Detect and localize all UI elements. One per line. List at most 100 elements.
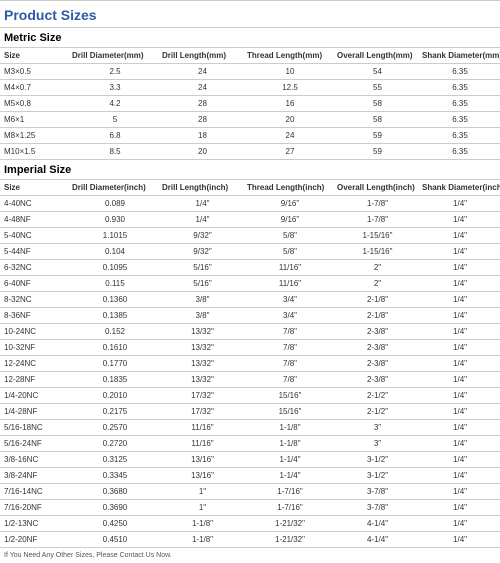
table-cell: 1/4"	[420, 388, 500, 404]
column-header: Overall Length(mm)	[335, 48, 420, 64]
table-cell: 7/16-20NF	[0, 500, 70, 516]
table-cell: 1/4"	[420, 228, 500, 244]
table-cell: 1/4-20NC	[0, 388, 70, 404]
table-cell: 15/16"	[245, 388, 335, 404]
table-cell: 2-1/2"	[335, 404, 420, 420]
table-cell: 1/4"	[420, 260, 500, 276]
table-cell: 13/16"	[160, 468, 245, 484]
table-cell: 0.1385	[70, 308, 160, 324]
table-cell: 1-21/32"	[245, 516, 335, 532]
table-cell: 1/4"	[420, 532, 500, 548]
table-cell: 3"	[335, 436, 420, 452]
table-cell: 9/32"	[160, 228, 245, 244]
table-cell: 18	[160, 128, 245, 144]
table-cell: 1/4"	[420, 452, 500, 468]
table-cell: 1"	[160, 484, 245, 500]
table-row: 10-32NF0.161013/32"7/8"2-3/8"1/4"	[0, 340, 500, 356]
table-cell: 1-7/8"	[335, 212, 420, 228]
table-row: 1/4-20NC0.201017/32"15/16"2-1/2"1/4"	[0, 388, 500, 404]
table-cell: 20	[245, 112, 335, 128]
table-row: 5/16-24NF0.272011/16"1-1/8"3"1/4"	[0, 436, 500, 452]
table-cell: 1/2-20NF	[0, 532, 70, 548]
table-cell: 8-36NF	[0, 308, 70, 324]
table-cell: 9/16"	[245, 212, 335, 228]
metric-section-title: Metric Size	[0, 28, 500, 48]
table-cell: 28	[160, 96, 245, 112]
table-cell: 3/8"	[160, 308, 245, 324]
table-cell: 0.152	[70, 324, 160, 340]
table-cell: 0.2570	[70, 420, 160, 436]
table-cell: 1-7/8"	[335, 196, 420, 212]
table-cell: 1/4"	[420, 404, 500, 420]
table-cell: 3-1/2"	[335, 468, 420, 484]
table-cell: 20	[160, 144, 245, 160]
table-cell: 3-7/8"	[335, 500, 420, 516]
table-cell: 5/8"	[245, 228, 335, 244]
table-cell: 1/4-28NF	[0, 404, 70, 420]
table-cell: 0.1360	[70, 292, 160, 308]
table-cell: 11/16"	[245, 276, 335, 292]
table-cell: 0.089	[70, 196, 160, 212]
table-cell: 6.35	[420, 112, 500, 128]
table-cell: 1/4"	[420, 212, 500, 228]
table-cell: 5-40NC	[0, 228, 70, 244]
table-cell: 1/4"	[420, 516, 500, 532]
table-row: M5×0.84.22816586.35	[0, 96, 500, 112]
table-cell: 10	[245, 64, 335, 80]
table-cell: 0.930	[70, 212, 160, 228]
table-row: M8×1.256.81824596.35	[0, 128, 500, 144]
table-row: 7/16-20NF0.36901"1-7/16"3-7/8"1/4"	[0, 500, 500, 516]
table-row: 1/2-20NF0.45101-1/8"1-21/32"4-1/4"1/4"	[0, 532, 500, 548]
table-row: 10-24NC0.15213/32"7/8"2-3/8"1/4"	[0, 324, 500, 340]
table-cell: 3"	[335, 420, 420, 436]
table-cell: 5/16-18NC	[0, 420, 70, 436]
table-cell: 24	[160, 64, 245, 80]
table-cell: 16	[245, 96, 335, 112]
table-cell: 1/4"	[420, 292, 500, 308]
table-cell: 1-1/4"	[245, 452, 335, 468]
table-cell: 3/4"	[245, 308, 335, 324]
table-row: 3/8-16NC0.312513/16"1-1/4"3-1/2"1/4"	[0, 452, 500, 468]
table-cell: 5	[70, 112, 160, 128]
table-cell: 3/4"	[245, 292, 335, 308]
table-cell: 2-3/8"	[335, 324, 420, 340]
table-cell: 1-1/8"	[160, 532, 245, 548]
table-cell: 2-3/8"	[335, 340, 420, 356]
table-cell: 0.104	[70, 244, 160, 260]
table-cell: 4-40NC	[0, 196, 70, 212]
column-header: Drill Diameter(mm)	[70, 48, 160, 64]
imperial-table: SizeDrill Diameter(inch)Drill Length(inc…	[0, 180, 500, 548]
table-cell: 13/32"	[160, 372, 245, 388]
table-cell: 1/4"	[420, 468, 500, 484]
table-cell: 1-1/4"	[245, 468, 335, 484]
table-cell: 1/4"	[420, 436, 500, 452]
table-cell: 55	[335, 80, 420, 96]
table-cell: 9/32"	[160, 244, 245, 260]
table-cell: 1-1/8"	[245, 420, 335, 436]
table-cell: 4-1/4"	[335, 532, 420, 548]
column-header: Drill Length(inch)	[160, 180, 245, 196]
metric-table: SizeDrill Diameter(mm)Drill Length(mm)Th…	[0, 48, 500, 160]
table-row: 8-32NC0.13603/8"3/4"2-1/8"1/4"	[0, 292, 500, 308]
table-row: 8-36NF0.13853/8"3/4"2-1/8"1/4"	[0, 308, 500, 324]
table-row: 6-32NC0.10955/16"11/16"2"1/4"	[0, 260, 500, 276]
table-cell: 1/4"	[420, 244, 500, 260]
table-row: M10×1.58.52027596.35	[0, 144, 500, 160]
table-cell: 0.2175	[70, 404, 160, 420]
table-cell: 0.4510	[70, 532, 160, 548]
imperial-header-row: SizeDrill Diameter(inch)Drill Length(inc…	[0, 180, 500, 196]
table-cell: 54	[335, 64, 420, 80]
table-cell: 0.1095	[70, 260, 160, 276]
table-row: 5-40NC1.10159/32"5/8"1-15/16"1/4"	[0, 228, 500, 244]
table-cell: 3/8-24NF	[0, 468, 70, 484]
table-cell: 12-24NC	[0, 356, 70, 372]
table-cell: M10×1.5	[0, 144, 70, 160]
table-cell: 9/16"	[245, 196, 335, 212]
table-cell: 1-7/16"	[245, 500, 335, 516]
column-header: Size	[0, 48, 70, 64]
table-cell: 6-40NF	[0, 276, 70, 292]
table-cell: 4.2	[70, 96, 160, 112]
table-cell: 6.35	[420, 64, 500, 80]
table-cell: 1/4"	[160, 196, 245, 212]
table-cell: M3×0.5	[0, 64, 70, 80]
